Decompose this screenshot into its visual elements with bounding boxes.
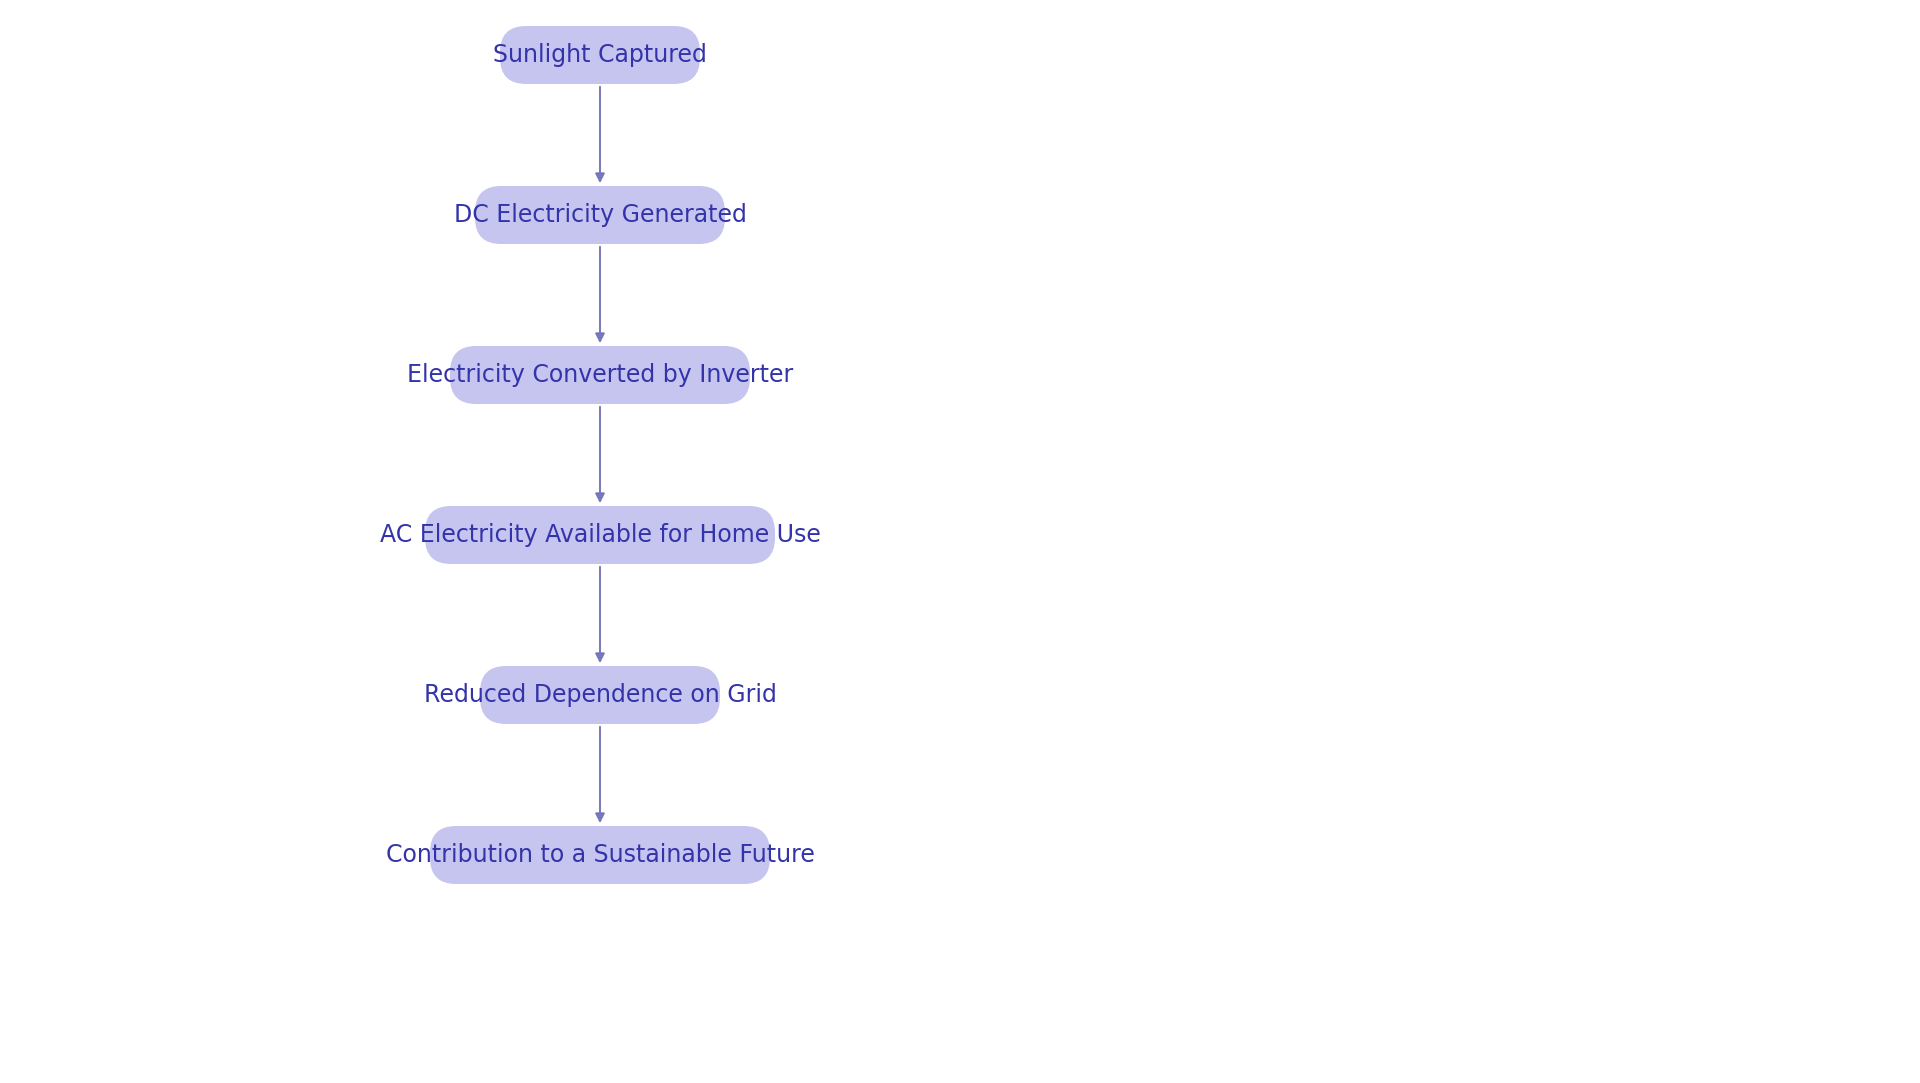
- FancyBboxPatch shape: [430, 826, 770, 884]
- Text: Reduced Dependence on Grid: Reduced Dependence on Grid: [424, 683, 776, 707]
- Text: Electricity Converted by Inverter: Electricity Converted by Inverter: [407, 363, 793, 387]
- FancyBboxPatch shape: [499, 26, 701, 84]
- Text: Contribution to a Sustainable Future: Contribution to a Sustainable Future: [386, 843, 814, 867]
- FancyBboxPatch shape: [424, 506, 776, 564]
- FancyBboxPatch shape: [480, 666, 720, 725]
- Text: Sunlight Captured: Sunlight Captured: [493, 43, 707, 67]
- Text: DC Electricity Generated: DC Electricity Generated: [453, 203, 747, 227]
- FancyBboxPatch shape: [449, 345, 751, 404]
- FancyBboxPatch shape: [474, 186, 726, 244]
- Text: AC Electricity Available for Home Use: AC Electricity Available for Home Use: [380, 523, 820, 547]
